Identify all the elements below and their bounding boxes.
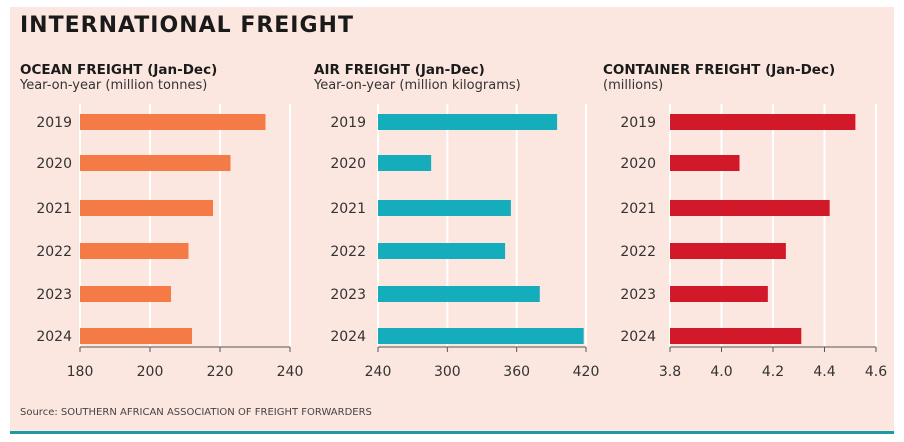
ocean-category-label: 2022 bbox=[36, 244, 72, 260]
container-bar-2019 bbox=[670, 114, 856, 130]
container-freight-chart: 3.8 4.0 4.2 4.4 4.6 2019 2020 2021 2022 2023 2024 bbox=[620, 104, 887, 380]
container-bar-2020 bbox=[670, 155, 740, 171]
ocean-tick-label: 200 bbox=[137, 364, 164, 380]
air-bar-2021 bbox=[378, 200, 511, 216]
ocean-category-label: 2021 bbox=[36, 201, 72, 217]
air-category-label: 2020 bbox=[330, 156, 366, 172]
container-category-label: 2021 bbox=[620, 201, 656, 217]
air-tick-label: 240 bbox=[365, 364, 392, 380]
air-panel-subtitle: Year-on-year (million kilograms) bbox=[314, 78, 521, 93]
container-category-label: 2023 bbox=[620, 287, 656, 303]
ocean-bar-2023 bbox=[80, 286, 171, 302]
air-category-label: 2023 bbox=[330, 287, 366, 303]
container-category-label: 2022 bbox=[620, 244, 656, 260]
ocean-panel-title: OCEAN FREIGHT (Jan-Dec) bbox=[20, 62, 218, 78]
air-bar-2023 bbox=[378, 286, 540, 302]
container-bar-2022 bbox=[670, 243, 786, 259]
container-panel-subtitle: (millions) bbox=[603, 78, 664, 93]
air-category-label: 2019 bbox=[330, 115, 366, 131]
container-category-label: 2019 bbox=[620, 115, 656, 131]
air-freight-chart: 240 300 360 420 2019 2020 2021 2022 2023 2024 bbox=[330, 104, 599, 380]
main-title: INTERNATIONAL FREIGHT bbox=[20, 13, 354, 38]
air-tick-label: 360 bbox=[503, 364, 530, 380]
air-panel-title: AIR FREIGHT (Jan-Dec) bbox=[314, 62, 485, 78]
air-bar-2019 bbox=[378, 114, 558, 130]
container-tick-label: 4.4 bbox=[813, 364, 835, 380]
air-category-label: 2024 bbox=[330, 329, 366, 345]
air-tick-label: 420 bbox=[573, 364, 600, 380]
ocean-bar-2021 bbox=[80, 200, 213, 216]
container-tick-label: 4.6 bbox=[865, 364, 887, 380]
ocean-bar-2020 bbox=[80, 155, 231, 171]
ocean-category-label: 2024 bbox=[36, 329, 72, 345]
infographic-frame bbox=[10, 7, 894, 434]
container-category-label: 2024 bbox=[620, 329, 656, 345]
container-tick-label: 4.0 bbox=[710, 364, 732, 380]
container-category-label: 2020 bbox=[620, 156, 656, 172]
ocean-category-label: 2019 bbox=[36, 115, 72, 131]
ocean-bar-2022 bbox=[80, 243, 189, 259]
ocean-category-label: 2020 bbox=[36, 156, 72, 172]
air-tick-label: 300 bbox=[434, 364, 461, 380]
air-bar-2022 bbox=[378, 243, 506, 259]
container-bar-2021 bbox=[670, 200, 830, 216]
ocean-bar-2019 bbox=[80, 114, 266, 130]
ocean-category-label: 2023 bbox=[36, 287, 72, 303]
air-bar-2020 bbox=[378, 155, 432, 171]
container-panel-title: CONTAINER FREIGHT (Jan-Dec) bbox=[603, 62, 836, 78]
container-tick-label: 3.8 bbox=[659, 364, 681, 380]
ocean-tick-label: 220 bbox=[207, 364, 234, 380]
ocean-bar-2024 bbox=[80, 328, 192, 344]
ocean-tick-label: 240 bbox=[277, 364, 304, 380]
ocean-tick-label: 180 bbox=[67, 364, 94, 380]
container-bar-2023 bbox=[670, 286, 768, 302]
source-note: Source: SOUTHERN AFRICAN ASSOCIATION OF … bbox=[20, 407, 372, 418]
ocean-freight-chart: 180 200 220 240 2019 2020 2021 2022 2023 2024 bbox=[36, 104, 303, 380]
ocean-panel-subtitle: Year-on-year (million tonnes) bbox=[20, 78, 208, 93]
container-bar-2024 bbox=[670, 328, 802, 344]
air-category-label: 2021 bbox=[330, 201, 366, 217]
container-tick-label: 4.2 bbox=[762, 364, 784, 380]
air-category-label: 2022 bbox=[330, 244, 366, 260]
air-bar-2024 bbox=[378, 328, 584, 344]
